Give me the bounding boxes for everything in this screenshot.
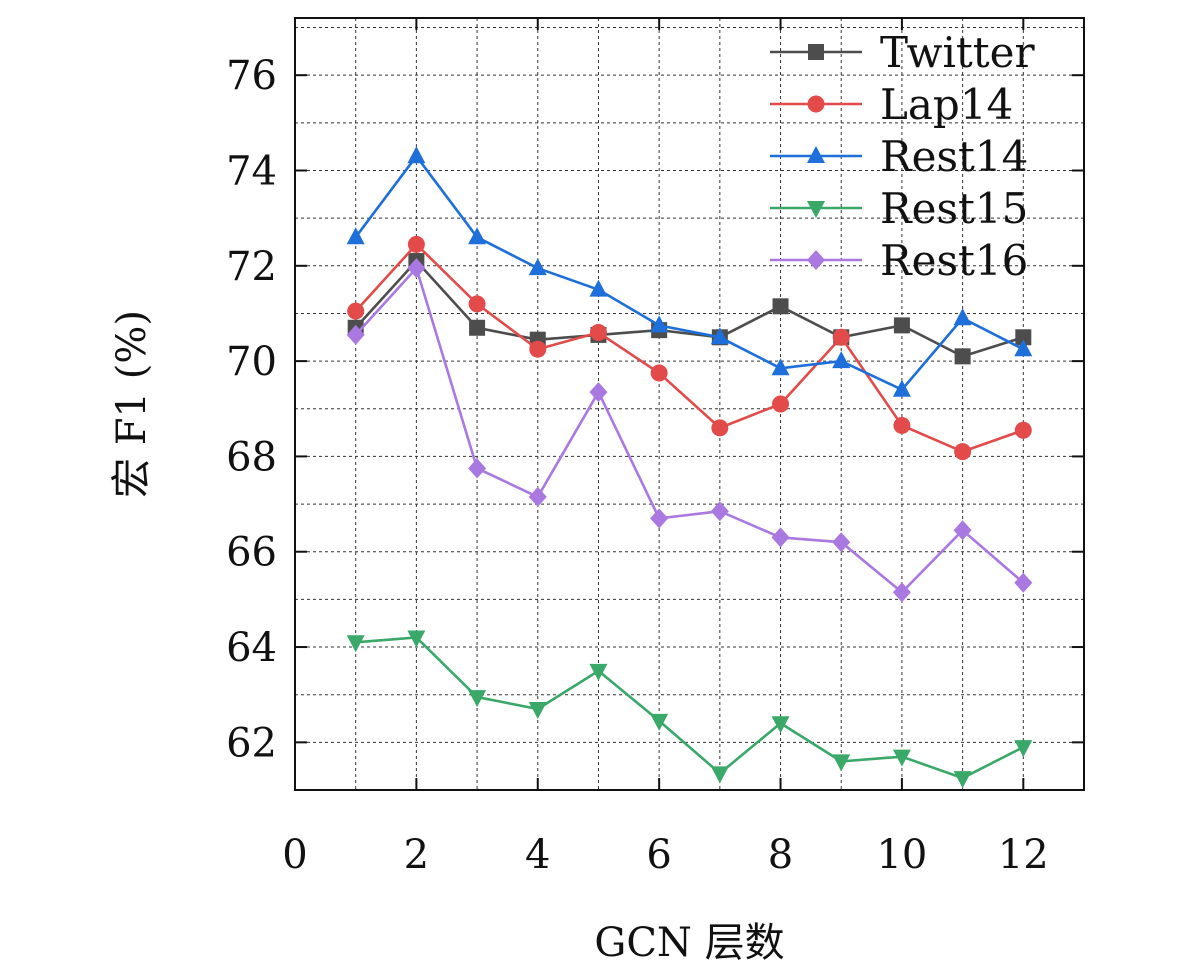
x-tick-label: 4 bbox=[525, 832, 550, 878]
data-point bbox=[468, 690, 487, 708]
data-point bbox=[589, 324, 607, 342]
data-point bbox=[589, 663, 608, 681]
data-point bbox=[953, 520, 972, 541]
data-point bbox=[650, 508, 669, 529]
series-line bbox=[355, 636, 1024, 780]
legend-entry: Lap14 bbox=[770, 80, 1013, 129]
x-tick-label: 10 bbox=[876, 832, 927, 878]
data-point bbox=[529, 340, 547, 358]
legend-swatch-marker bbox=[807, 250, 825, 270]
data-point bbox=[468, 458, 487, 479]
data-point bbox=[832, 754, 851, 772]
y-tick-label: 64 bbox=[226, 625, 277, 671]
x-axis-label: GCN 层数 bbox=[594, 920, 784, 966]
data-point bbox=[528, 486, 547, 507]
x-tick-label: 6 bbox=[646, 832, 671, 878]
data-point bbox=[953, 308, 972, 326]
y-tick-label: 62 bbox=[226, 720, 277, 766]
data-point bbox=[953, 771, 972, 789]
data-point bbox=[832, 351, 851, 369]
x-tick-label: 0 bbox=[282, 832, 307, 878]
data-point bbox=[346, 635, 365, 653]
data-point bbox=[407, 235, 425, 253]
series-line bbox=[354, 242, 1024, 454]
legend-label: Rest15 bbox=[880, 184, 1028, 233]
data-point bbox=[407, 258, 426, 279]
legend-swatch-marker bbox=[807, 146, 825, 163]
legend-entry: Rest16 bbox=[770, 236, 1028, 285]
legend-entry: Twitter bbox=[770, 28, 1036, 77]
legend-swatch-marker bbox=[807, 201, 825, 218]
data-point bbox=[528, 701, 547, 719]
data-point bbox=[711, 419, 729, 437]
y-tick-label: 70 bbox=[226, 339, 277, 385]
data-point bbox=[1014, 339, 1033, 357]
data-point bbox=[892, 749, 911, 767]
data-point bbox=[710, 327, 729, 345]
data-point bbox=[1014, 572, 1033, 593]
legend-swatch-marker bbox=[808, 44, 824, 60]
data-point bbox=[893, 416, 911, 434]
data-point bbox=[892, 379, 911, 397]
y-tick-label: 74 bbox=[226, 148, 277, 194]
x-tick-label: 8 bbox=[768, 832, 793, 878]
data-point bbox=[650, 315, 669, 333]
data-point bbox=[771, 358, 790, 376]
data-point bbox=[468, 227, 487, 245]
series-line bbox=[354, 265, 1025, 594]
series-rest14 bbox=[346, 146, 1033, 397]
data-point bbox=[1015, 329, 1032, 346]
y-tick-label: 76 bbox=[226, 53, 277, 99]
data-point bbox=[346, 227, 365, 245]
data-point bbox=[469, 319, 486, 336]
data-point bbox=[589, 279, 608, 297]
data-point bbox=[832, 328, 850, 346]
legend-label: Rest16 bbox=[880, 236, 1028, 285]
x-tick-label: 12 bbox=[998, 832, 1049, 878]
data-point bbox=[954, 443, 972, 461]
data-point bbox=[347, 302, 365, 320]
data-point bbox=[772, 395, 790, 413]
data-point bbox=[528, 258, 547, 276]
data-point bbox=[650, 713, 669, 731]
y-tick-label: 68 bbox=[226, 434, 277, 480]
data-point bbox=[468, 295, 486, 313]
data-point bbox=[832, 532, 851, 553]
y-tick-label: 72 bbox=[226, 244, 277, 290]
plot-frame bbox=[294, 17, 1085, 791]
data-point bbox=[589, 382, 608, 403]
x-tick-label: 2 bbox=[404, 832, 429, 878]
data-point bbox=[710, 766, 729, 784]
series-rest16 bbox=[346, 258, 1033, 603]
series-lap14 bbox=[347, 235, 1032, 461]
y-tick-label: 66 bbox=[226, 530, 277, 576]
data-point bbox=[1014, 740, 1033, 758]
legend-swatch-marker bbox=[807, 95, 825, 113]
data-point bbox=[772, 298, 789, 315]
legend-label: Rest14 bbox=[880, 132, 1028, 181]
series-line bbox=[354, 154, 1024, 392]
data-point bbox=[346, 324, 365, 345]
series-line bbox=[354, 259, 1024, 358]
data-point bbox=[407, 630, 426, 648]
data-point bbox=[650, 364, 668, 382]
data-point bbox=[954, 348, 971, 365]
legend-entry: Rest15 bbox=[770, 184, 1028, 233]
legend-label: Lap14 bbox=[880, 80, 1013, 129]
data-point bbox=[892, 582, 911, 603]
data-point bbox=[1014, 421, 1032, 439]
data-point bbox=[771, 716, 790, 734]
series-rest15 bbox=[346, 630, 1033, 789]
data-point bbox=[771, 527, 790, 548]
legend-label: Twitter bbox=[880, 28, 1036, 77]
data-point bbox=[893, 317, 910, 334]
data-point bbox=[710, 501, 729, 522]
legend-entry: Rest14 bbox=[770, 132, 1028, 181]
series-layer bbox=[346, 146, 1033, 789]
y-axis-label: 宏 F1 (%) bbox=[109, 310, 155, 498]
data-point bbox=[407, 146, 426, 164]
